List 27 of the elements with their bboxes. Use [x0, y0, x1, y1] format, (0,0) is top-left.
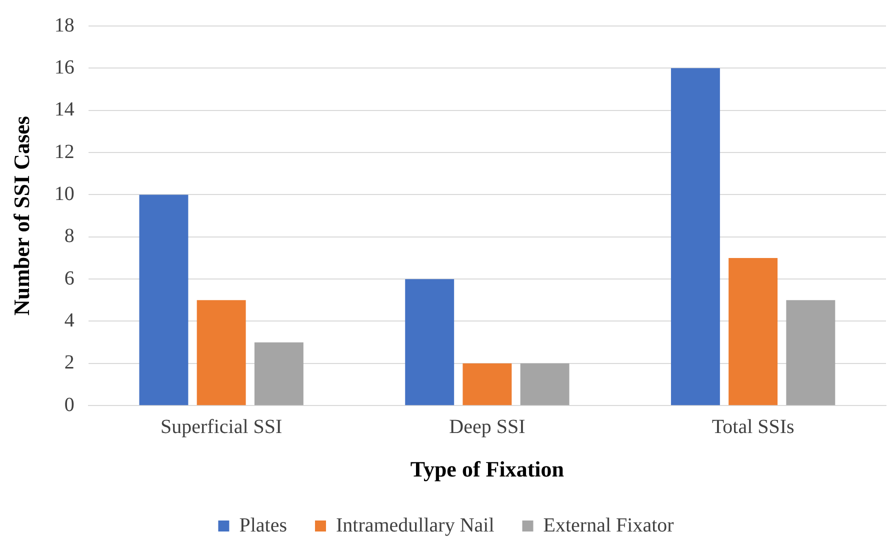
y-tick-label: 4 [64, 309, 74, 332]
bar [520, 363, 570, 406]
y-tick-label: 18 [54, 14, 74, 36]
x-tick-label: Superficial SSI [160, 416, 282, 438]
y-tick-label: 10 [54, 182, 74, 205]
x-tick-label: Total SSIs [712, 416, 795, 438]
bar [254, 342, 304, 406]
bar [670, 68, 720, 406]
bar [462, 363, 512, 406]
bar [139, 194, 188, 406]
y-axis-title: Number of SSI Cases [8, 116, 34, 316]
x-tick-label: Deep SSI [449, 416, 526, 438]
bar [786, 300, 836, 406]
legend-label: Intramedullary Nail [336, 514, 495, 536]
bar [405, 279, 454, 406]
y-tick-label: 0 [64, 394, 74, 416]
bar [728, 258, 778, 406]
x-axis-title: Type of Fixation [410, 456, 564, 482]
y-tick-label: 6 [64, 267, 74, 290]
y-tick-label: 16 [54, 56, 74, 78]
y-tick-label: 2 [64, 352, 74, 374]
bar [196, 300, 246, 406]
legend-label: Plates [239, 514, 288, 536]
y-tick-label: 14 [54, 98, 74, 121]
legend-label: External Fixator [543, 514, 674, 536]
y-tick-label: 12 [54, 140, 74, 163]
y-tick-label: 8 [64, 225, 74, 248]
